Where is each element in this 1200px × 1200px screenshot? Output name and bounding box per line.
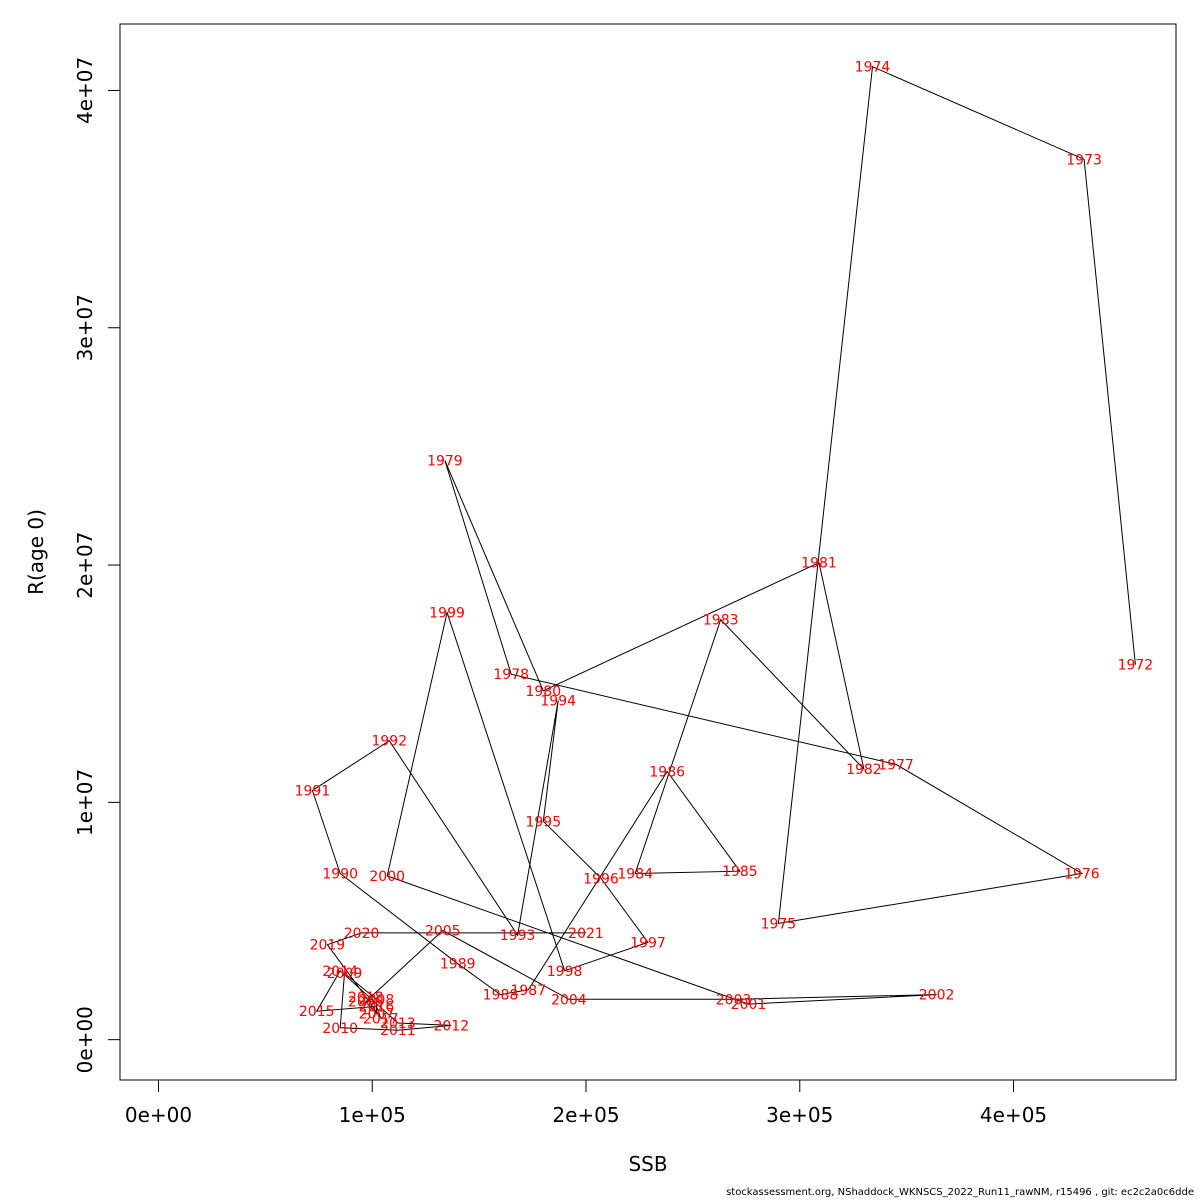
year-label-2004: 2004: [551, 992, 587, 1008]
y-tick-label: 4e+07: [73, 57, 97, 124]
year-label-1990: 1990: [322, 867, 358, 883]
x-axis-label: SSB: [628, 1152, 667, 1176]
year-label-2005: 2005: [425, 924, 461, 940]
year-label-1994: 1994: [540, 693, 576, 709]
year-label-2000: 2000: [369, 869, 405, 885]
year-label-2011: 2011: [380, 1023, 416, 1039]
year-labels: 1972 1973 1974 1975 1976 1977 1978 1979 1980 1981…: [295, 60, 1154, 1039]
year-label-1981: 1981: [801, 556, 837, 572]
year-label-2010: 2010: [322, 1021, 358, 1037]
year-label-1992: 1992: [371, 734, 407, 750]
year-label-2008: 2008: [359, 992, 395, 1008]
y-tick-label: 2e+07: [73, 531, 97, 598]
year-label-1991: 1991: [295, 784, 331, 800]
year-label-1998: 1998: [547, 964, 583, 980]
x-tick-label: 1e+05: [339, 1103, 406, 1127]
year-label-1982: 1982: [846, 762, 882, 778]
y-tick-label: 3e+07: [73, 294, 97, 361]
year-label-1988: 1988: [483, 988, 519, 1004]
y-axis: 0e+00 1e+07 2e+07 3e+07 4e+07: [73, 57, 121, 1073]
year-label-1978: 1978: [493, 667, 529, 683]
year-label-2019: 2019: [310, 938, 346, 954]
year-label-1996: 1996: [583, 871, 619, 887]
year-label-2020: 2020: [344, 926, 380, 942]
year-label-1979: 1979: [427, 454, 463, 470]
year-label-1974: 1974: [855, 60, 891, 76]
x-axis: 0e+00 1e+05 2e+05 3e+05 4e+05: [125, 1079, 1047, 1127]
year-label-2009: 2009: [327, 966, 363, 982]
year-label-1976: 1976: [1064, 867, 1100, 883]
year-label-1985: 1985: [722, 864, 758, 880]
year-label-2016: 2016: [359, 999, 395, 1015]
year-label-1983: 1983: [703, 613, 739, 629]
x-tick-label: 0e+00: [125, 1103, 192, 1127]
year-label-1995: 1995: [525, 814, 561, 830]
year-label-1986: 1986: [649, 765, 685, 781]
year-label-1989: 1989: [440, 957, 476, 973]
x-tick-label: 2e+05: [552, 1103, 619, 1127]
year-label-2007: 2007: [359, 1007, 395, 1023]
ssb-recruitment-path: [311, 65, 1136, 1031]
year-label-1993: 1993: [500, 928, 536, 944]
year-label-2014: 2014: [322, 964, 358, 980]
x-tick-label: 3e+05: [766, 1103, 833, 1127]
year-label-1999: 1999: [429, 606, 465, 622]
y-tick-label: 1e+07: [73, 769, 97, 836]
year-label-1977: 1977: [878, 757, 914, 773]
year-label-1973: 1973: [1066, 152, 1102, 168]
year-label-2017: 2017: [363, 1011, 399, 1027]
y-axis-label: R(age 0): [24, 509, 48, 595]
year-label-2015: 2015: [299, 1004, 335, 1020]
year-label-2018: 2018: [348, 990, 384, 1006]
year-label-2006: 2006: [348, 995, 384, 1011]
year-label-2003: 2003: [716, 992, 752, 1008]
series-line: [311, 65, 1136, 1031]
year-label-2001: 2001: [731, 997, 767, 1013]
y-tick-label: 0e+00: [73, 1006, 97, 1073]
year-label-2013: 2013: [380, 1016, 416, 1032]
footer-credit: stockassessment.org, NShaddock_WKNSCS_20…: [726, 1187, 1194, 1198]
year-label-2012: 2012: [433, 1018, 469, 1034]
year-label-1975: 1975: [761, 916, 797, 932]
x-tick-label: 4e+05: [980, 1103, 1047, 1127]
year-label-1984: 1984: [617, 867, 653, 883]
year-label-2002: 2002: [919, 988, 955, 1004]
year-label-1997: 1997: [630, 935, 666, 951]
year-label-1972: 1972: [1118, 658, 1154, 674]
year-label-1987: 1987: [510, 983, 546, 999]
year-label-2021: 2021: [568, 926, 604, 942]
year-label-1980: 1980: [525, 684, 561, 700]
